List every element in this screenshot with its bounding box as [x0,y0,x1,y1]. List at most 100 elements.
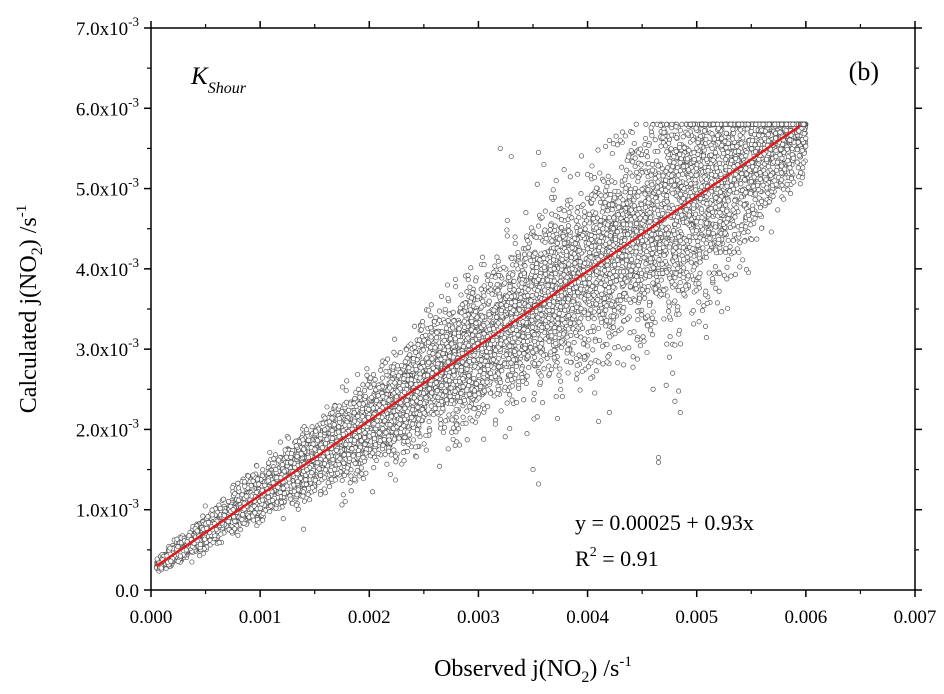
scatter-point [575,171,581,177]
scatter-point [526,365,532,371]
scatter-point [690,246,696,252]
scatter-point [392,477,399,483]
scatter-point [666,303,672,309]
scatter-point [449,429,455,435]
scatter-point [347,480,353,486]
scatter-point [237,527,244,533]
scatter-point [301,526,307,532]
scatter-point [595,147,601,153]
scatter-point [664,293,671,299]
scatter-point [588,307,594,313]
scatter-point [517,260,523,266]
scatter-point [413,444,419,450]
scatter-point [634,356,640,362]
scatter-point [442,418,449,424]
scatter-point [267,449,273,455]
scatter-point [703,335,709,341]
scatter-point [343,387,349,394]
scatter-point [676,311,682,317]
scatter-point [649,182,655,188]
scatter-point [647,327,654,333]
scatter-point [449,417,455,423]
scatter-point [445,446,451,452]
scatter-point [622,133,628,139]
scatter-point [573,376,579,382]
scatter-point [531,397,537,403]
scatter-point [749,206,756,212]
scatter-point [644,149,650,155]
scatter-point [464,408,470,414]
scatter-point [658,277,664,283]
scatter-point [573,218,579,224]
scatter-point [711,136,717,142]
scatter-point [545,282,551,288]
scatter-point [437,463,443,469]
scatter-point [532,354,538,360]
scatter-point [696,319,702,325]
scatter-point [630,364,636,370]
scatter-point [512,241,518,247]
scatter-point [650,332,656,338]
scatter-point [356,452,362,458]
scatter-point [499,368,505,374]
scatter-point [632,155,638,161]
scatter-point [612,188,618,194]
scatter-point [577,387,583,393]
scatter-point [723,164,729,170]
scatter-point [282,447,288,453]
scatter-point [384,461,390,467]
scatter-point [559,394,565,400]
scatter-point [576,215,582,221]
scatter-point [649,162,655,168]
scatter-point [552,270,558,277]
scatter-point [513,372,519,378]
scatter-point [674,135,680,141]
scatter-point [619,129,625,135]
scatter-point [404,449,410,455]
scatter-point [592,390,598,396]
scatter-point [357,394,363,400]
scatter-point [543,271,549,277]
scatter-point [427,313,433,319]
scatter-point [561,167,567,173]
scatter-point [701,303,707,309]
scatter-point [546,363,552,369]
scatter-point [795,165,801,171]
scatter-point [307,497,313,503]
scatter-point [668,146,674,152]
scatter-point [305,491,311,497]
scatter-point [442,306,448,312]
scatter-point [547,227,553,233]
scatter-point [507,426,513,432]
scatter-point [507,392,513,398]
scatter-point [565,370,571,376]
scatter-point [339,477,345,483]
scatter-point [613,133,619,139]
scatter-point [387,471,393,477]
scatter-point [467,284,473,290]
scatter-point [479,254,486,260]
scatter-point [703,288,709,294]
scatter-point [626,345,632,351]
scatter-point [481,293,487,299]
scatter-point [502,280,508,286]
scatter-point [649,250,655,256]
scatter-point [675,304,681,310]
scatter-point [618,297,624,303]
scatter-point [794,159,800,165]
scatter-point [423,447,429,453]
scatter-point [552,227,558,233]
scatter-point [468,265,474,271]
scatter-point [691,321,697,327]
scatter-point [644,349,650,356]
scatter-point [362,388,368,394]
scatter-point [585,311,591,317]
scatter-point [524,431,530,437]
scatter-point [344,378,350,384]
scatter-point [694,219,700,225]
scatter-point [711,270,717,276]
scatter-point [643,261,649,267]
scatter-point [565,347,571,353]
scatter-point [713,204,719,210]
